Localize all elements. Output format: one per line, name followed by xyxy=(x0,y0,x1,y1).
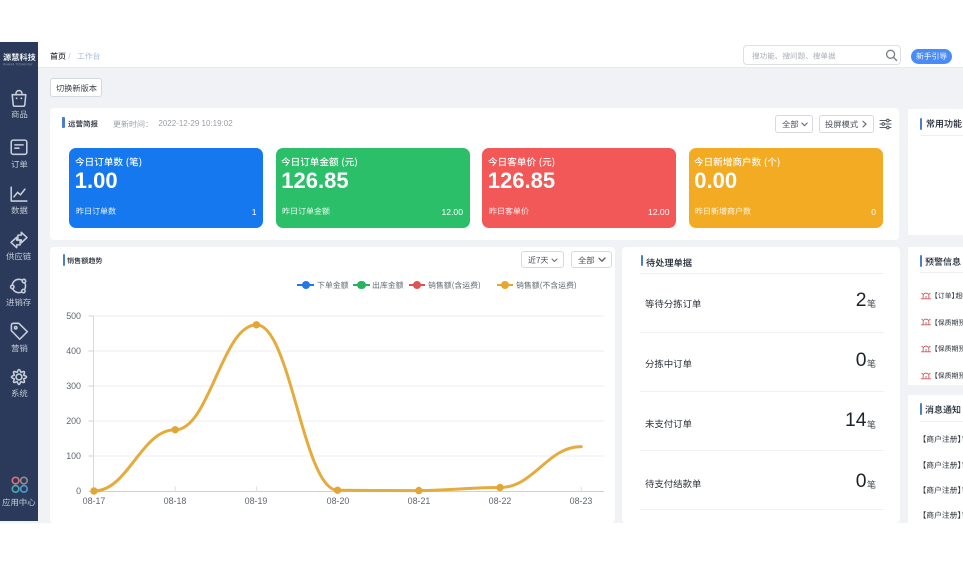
svg-text:08-18: 08-18 xyxy=(164,496,187,506)
svg-text:400: 400 xyxy=(66,346,81,356)
svg-text:08-20: 08-20 xyxy=(327,496,350,506)
svg-text:08-19: 08-19 xyxy=(245,496,268,506)
svg-text:500: 500 xyxy=(66,311,81,321)
svg-text:08-17: 08-17 xyxy=(83,496,106,506)
svg-text:08-23: 08-23 xyxy=(570,496,593,506)
svg-text:200: 200 xyxy=(66,416,81,426)
svg-text:08-22: 08-22 xyxy=(489,496,512,506)
svg-text:300: 300 xyxy=(66,381,81,391)
svg-text:08-21: 08-21 xyxy=(408,496,431,506)
svg-text:100: 100 xyxy=(66,451,81,461)
svg-text:0: 0 xyxy=(76,486,81,496)
